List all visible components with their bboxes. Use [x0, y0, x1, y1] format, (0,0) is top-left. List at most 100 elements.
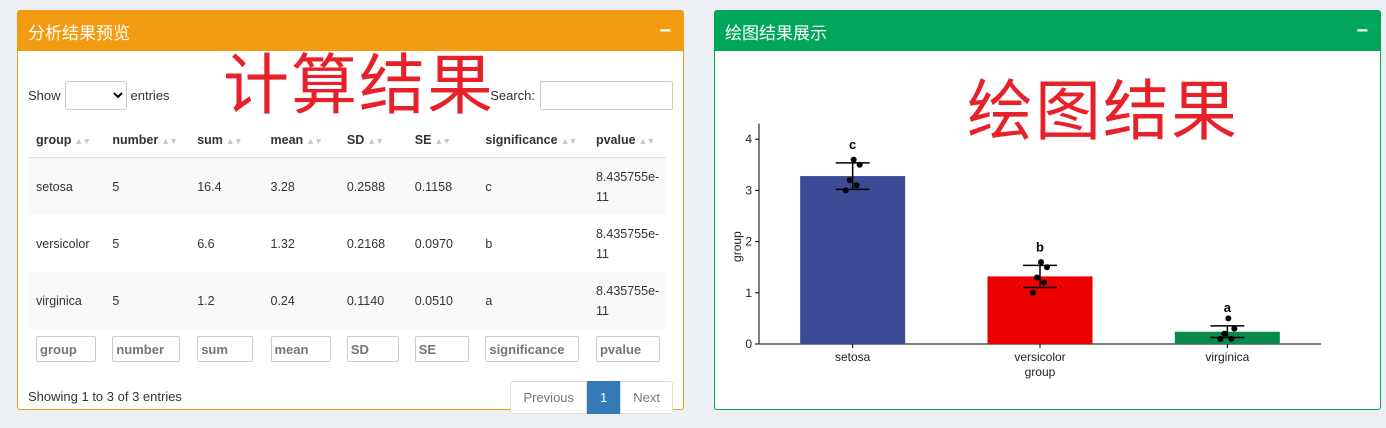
- sort-icon: ▲▼: [367, 136, 384, 146]
- plot-result-header: 绘图结果展示 −: [715, 11, 1380, 51]
- column-filter-input[interactable]: [414, 336, 469, 362]
- table-cell: versicolor: [36, 236, 90, 251]
- y-tick-label: 3: [745, 183, 752, 197]
- table-cell: 5: [112, 179, 120, 194]
- search-label: Search:: [490, 88, 535, 103]
- column-filter-input[interactable]: [595, 336, 660, 362]
- data-point: [846, 177, 853, 184]
- table-cell: 8.435755e-11: [595, 283, 660, 318]
- data-point: [1044, 264, 1050, 271]
- significance-label: b: [1036, 239, 1044, 254]
- table-cell: a: [485, 293, 493, 308]
- search-input[interactable]: [540, 81, 673, 110]
- column-header[interactable]: SE ▲▼: [406, 123, 478, 158]
- page-1-button[interactable]: 1: [587, 381, 621, 414]
- column-header-label: SE: [414, 133, 432, 147]
- table-cell: 8.435755e-11: [595, 226, 660, 261]
- bar-chart: 0 1 2 3 4 c setosa b versicolor a virginica group gr…: [730, 123, 1321, 379]
- table-cell: 0.2168: [346, 236, 386, 251]
- sort-icon: ▲▼: [225, 136, 243, 146]
- x-tick-label: setosa: [835, 350, 871, 364]
- column-header[interactable]: significance ▲▼: [477, 123, 588, 158]
- table-cell: 0.0970: [414, 236, 453, 251]
- data-point: [842, 187, 849, 194]
- table-header-row: group ▲▼ number ▲▼ sum ▲▼ mean ▲▼ SD ▲▼ SE ▲▼ signif…: [28, 123, 666, 158]
- y-tick-label: 0: [745, 337, 752, 351]
- show-label: Show: [28, 88, 61, 103]
- filter-cell: [587, 329, 666, 369]
- column-filter-input[interactable]: [197, 336, 254, 362]
- analysis-preview-header: 分析结果预览 −: [18, 11, 683, 51]
- filter-row: [28, 329, 666, 369]
- collapse-icon[interactable]: −: [1356, 20, 1368, 42]
- next-button[interactable]: Next: [620, 381, 673, 414]
- column-header[interactable]: sum ▲▼: [189, 123, 263, 158]
- column-filter-input[interactable]: [485, 336, 580, 362]
- column-header[interactable]: pvalue ▲▼: [587, 123, 666, 158]
- table-cell: 0.1158: [414, 179, 453, 194]
- filter-cell: [104, 329, 190, 369]
- panel-title: 分析结果预览: [28, 23, 130, 43]
- y-axis-title: group: [730, 231, 744, 262]
- data-point: [1038, 259, 1044, 266]
- significance-label: a: [1224, 300, 1232, 315]
- x-axis-title: group: [1025, 365, 1056, 379]
- column-filter-input[interactable]: [36, 336, 96, 362]
- pagination: Previous 1 Next: [510, 381, 673, 414]
- column-filter-input[interactable]: [112, 336, 181, 362]
- y-tick-label: 2: [745, 235, 752, 249]
- column-header-label: SD: [346, 133, 365, 147]
- y-tick-label: 1: [745, 286, 752, 300]
- panel-title: 绘图结果展示: [725, 23, 827, 43]
- column-filter-input[interactable]: [346, 336, 399, 362]
- column-header-label: mean: [270, 133, 304, 147]
- filter-cell: [189, 329, 263, 369]
- table-cell: 1.32: [270, 236, 295, 251]
- filter-cell: [477, 329, 588, 369]
- data-point: [856, 161, 863, 168]
- data-point: [1225, 315, 1232, 322]
- entries-label: entries: [130, 88, 170, 103]
- table-cell: 6.6: [197, 236, 215, 251]
- column-header[interactable]: mean ▲▼: [262, 123, 339, 158]
- table-cell: b: [485, 236, 493, 251]
- column-header-label: group: [36, 133, 72, 147]
- table-cell: 5: [112, 293, 120, 308]
- table-cell: 0.2588: [346, 179, 386, 194]
- previous-button[interactable]: Previous: [510, 381, 588, 414]
- column-header[interactable]: number ▲▼: [104, 123, 190, 158]
- table-cell: 5: [112, 236, 120, 251]
- sort-icon: ▲▼: [434, 136, 451, 146]
- sort-icon: ▲▼: [74, 136, 91, 146]
- data-point: [853, 182, 860, 189]
- table-cell: 1.2: [197, 293, 215, 308]
- table-cell: 0.24: [270, 293, 295, 308]
- filter-cell: [338, 329, 407, 369]
- entries-select[interactable]: [64, 81, 127, 110]
- search-control: Search:: [490, 81, 673, 110]
- data-point: [1228, 335, 1235, 342]
- column-header[interactable]: group ▲▼: [28, 123, 105, 158]
- data-point: [1030, 289, 1036, 296]
- data-point: [1217, 335, 1224, 342]
- x-tick-label: virginica: [1205, 350, 1249, 364]
- column-filter-input[interactable]: [270, 336, 331, 362]
- table-cell: 0.1140: [346, 293, 385, 308]
- column-header[interactable]: SD ▲▼: [338, 123, 407, 158]
- length-control: Show entries: [28, 81, 170, 110]
- data-point: [1034, 274, 1040, 281]
- filter-cell: [406, 329, 478, 369]
- table-row: virginica 5 1.2 0.24 0.1140 0.0510 a 8.435755e-…: [28, 272, 666, 329]
- data-point: [1221, 330, 1228, 337]
- collapse-icon[interactable]: −: [659, 20, 671, 42]
- filter-cell: [262, 329, 339, 369]
- sort-icon: ▲▼: [638, 136, 656, 146]
- column-header-label: significance: [485, 133, 558, 147]
- bar: [800, 176, 906, 344]
- overlay-annotation: 计算结果: [223, 47, 495, 124]
- significance-label: c: [849, 137, 856, 152]
- data-point: [850, 156, 857, 163]
- x-tick-label: versicolor: [1014, 350, 1065, 364]
- analysis-preview-panel: 分析结果预览 − Show entries Search: group ▲▼ num…: [17, 10, 684, 414]
- table-cell: 16.4: [197, 179, 222, 194]
